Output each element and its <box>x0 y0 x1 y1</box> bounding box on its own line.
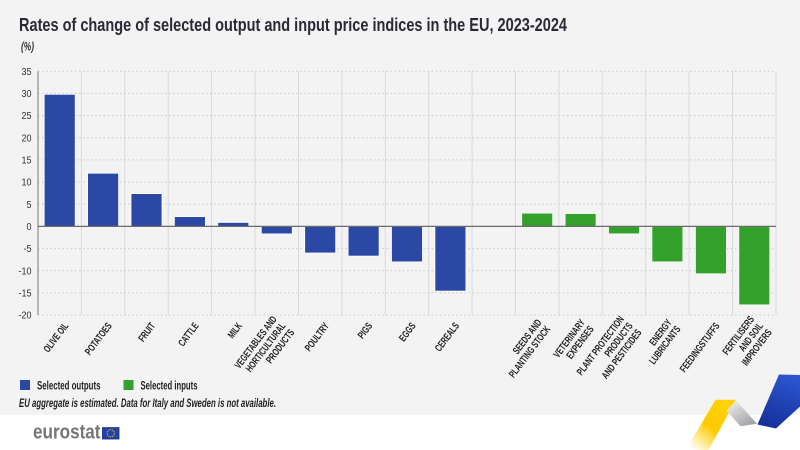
svg-text:20: 20 <box>22 133 32 144</box>
svg-text:eurostat: eurostat <box>33 422 101 444</box>
svg-text:-5: -5 <box>24 244 32 255</box>
svg-text:25: 25 <box>22 111 32 122</box>
svg-text:30: 30 <box>22 89 32 100</box>
svg-text:10: 10 <box>22 178 32 189</box>
svg-text:-10: -10 <box>19 266 32 277</box>
svg-text:5: 5 <box>27 200 32 211</box>
svg-text:35: 35 <box>22 67 32 78</box>
svg-text:Selected inputs: Selected inputs <box>141 379 198 393</box>
svg-text:-15: -15 <box>19 289 32 300</box>
svg-text:Rates of change of selected ou: Rates of change of selected output and i… <box>19 15 567 35</box>
svg-text:EU aggregate is estimated. Dat: EU aggregate is estimated. Data for Ital… <box>19 398 276 410</box>
svg-text:0: 0 <box>27 222 32 233</box>
svg-text:-20: -20 <box>19 311 32 322</box>
svg-text:(%): (%) <box>21 40 34 54</box>
svg-text:Selected outputs: Selected outputs <box>37 379 101 393</box>
svg-text:15: 15 <box>22 156 32 167</box>
